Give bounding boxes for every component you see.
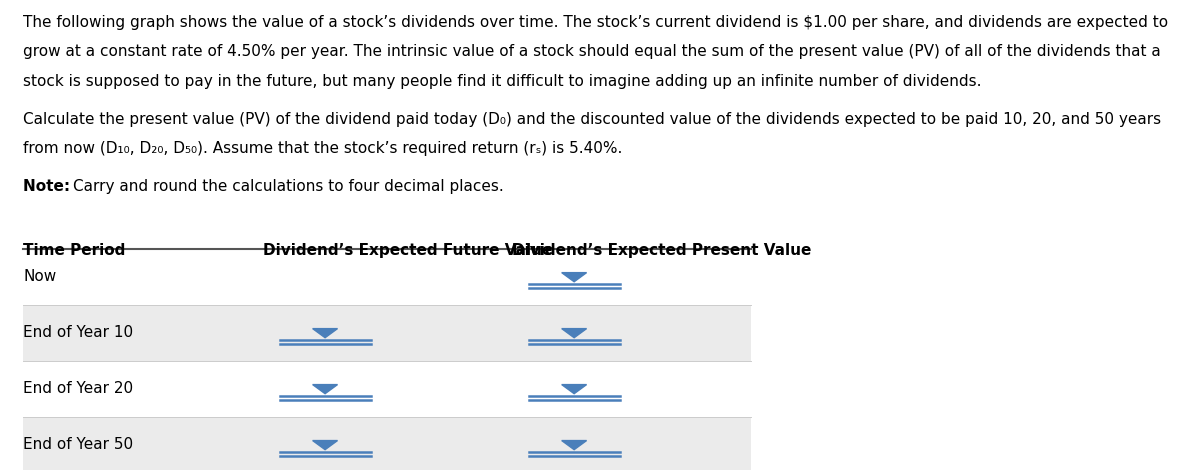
Text: Calculate the present value (PV) of the dividend paid today (D₀) and the discoun: Calculate the present value (PV) of the … [23,111,1162,126]
Text: from now (D₁₀, D₂₀, D₅₀). Assume that the stock’s required return (rₛ) is 5.40%.: from now (D₁₀, D₂₀, D₅₀). Assume that th… [23,141,623,157]
Text: The following graph shows the value of a stock’s dividends over time. The stock’: The following graph shows the value of a… [23,15,1169,30]
Text: stock is supposed to pay in the future, but many people find it difficult to ima: stock is supposed to pay in the future, … [23,74,982,89]
Text: Dividend’s Expected Present Value: Dividend’s Expected Present Value [512,243,811,258]
Text: Carry and round the calculations to four decimal places.: Carry and round the calculations to four… [73,179,504,194]
Polygon shape [562,273,587,282]
Text: Now: Now [23,269,56,284]
Text: Note:: Note: [23,179,76,194]
Polygon shape [313,329,337,338]
Text: Dividend’s Expected Future Value: Dividend’s Expected Future Value [263,243,552,258]
Polygon shape [562,329,587,338]
Text: grow at a constant rate of 4.50% per year. The intrinsic value of a stock should: grow at a constant rate of 4.50% per yea… [23,44,1162,59]
Text: End of Year 50: End of Year 50 [23,437,133,452]
Bar [23,417,751,470]
Bar [23,305,751,361]
Text: End of Year 20: End of Year 20 [23,381,133,396]
Polygon shape [313,384,337,394]
Text: Time Period: Time Period [23,243,126,258]
Polygon shape [562,384,587,394]
Text: End of Year 10: End of Year 10 [23,325,133,340]
Polygon shape [313,440,337,450]
Polygon shape [562,440,587,450]
